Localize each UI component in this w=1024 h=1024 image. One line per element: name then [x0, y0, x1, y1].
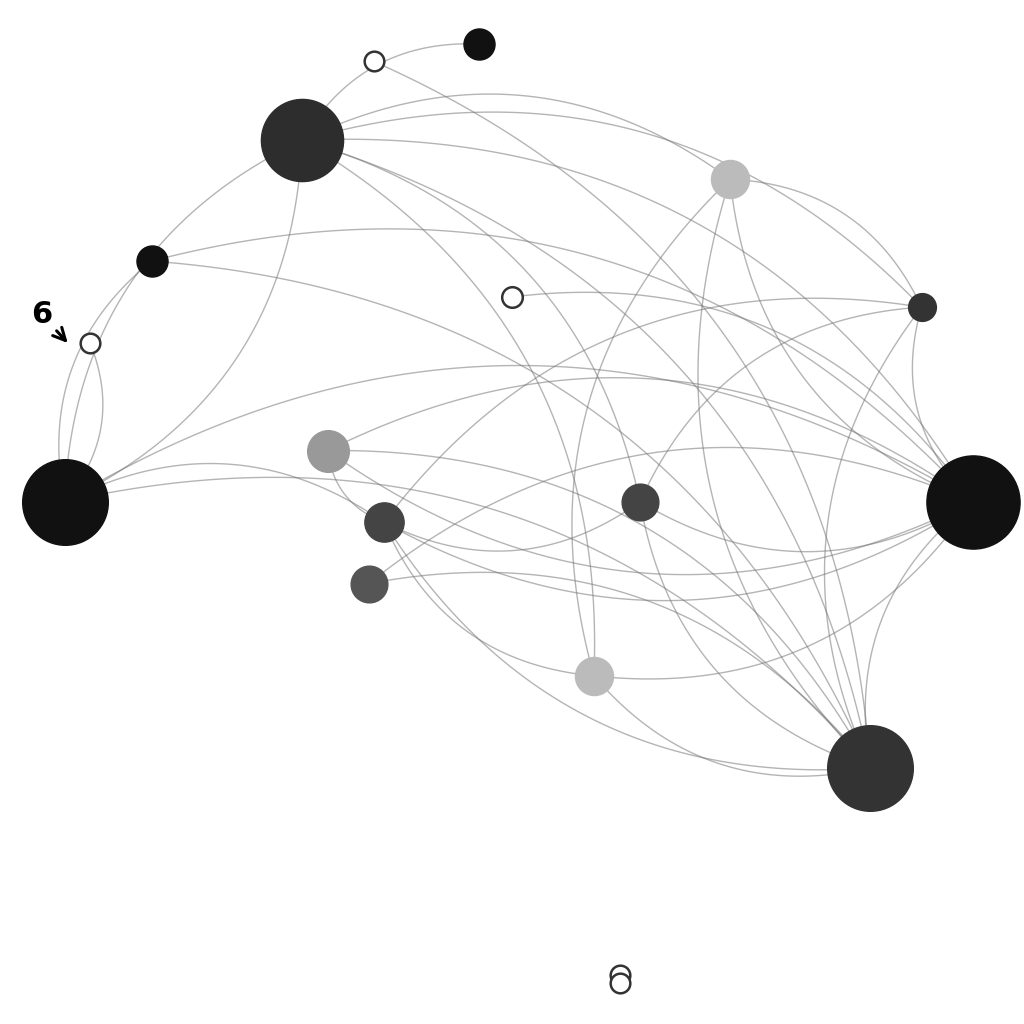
Point — [913, 299, 930, 315]
Point — [376, 514, 392, 530]
Point — [56, 494, 73, 510]
Point — [504, 289, 520, 305]
Point — [965, 494, 981, 510]
Point — [471, 36, 487, 52]
Point — [360, 575, 377, 592]
Point — [82, 335, 98, 351]
Point — [143, 253, 160, 269]
Point — [611, 967, 628, 983]
Text: 6: 6 — [31, 300, 66, 341]
Point — [294, 132, 310, 148]
Point — [722, 171, 738, 187]
Point — [319, 442, 336, 459]
Point — [632, 494, 648, 510]
Point — [586, 668, 602, 684]
Point — [862, 760, 879, 776]
Point — [611, 975, 628, 991]
Point — [366, 53, 382, 70]
